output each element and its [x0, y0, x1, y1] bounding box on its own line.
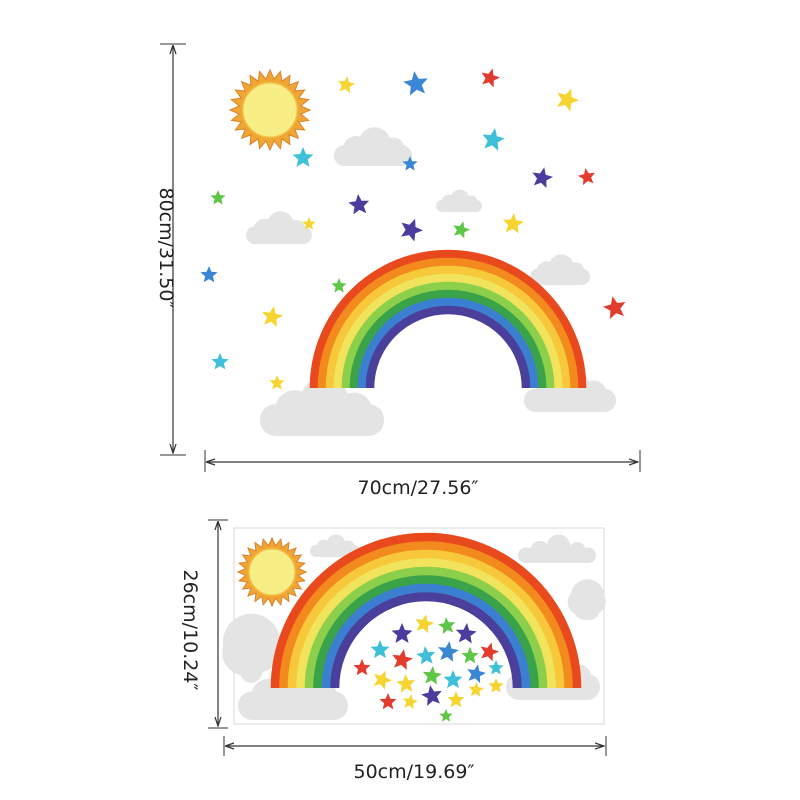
- rainbow-band: [365, 305, 531, 389]
- cloud-icon: [310, 534, 360, 557]
- rainbow-band: [296, 558, 556, 689]
- star-icon: [439, 709, 453, 722]
- star-icon: [502, 213, 524, 234]
- star-icon: [421, 685, 442, 706]
- rainbow-band: [349, 289, 547, 389]
- star-icon: [262, 306, 283, 327]
- small-decal: [222, 532, 606, 722]
- star-icon: [422, 666, 442, 685]
- star-icon: [481, 68, 500, 88]
- star-icon: [415, 614, 434, 634]
- star-icon: [348, 194, 370, 215]
- cloud-icon: [518, 534, 596, 563]
- large-decal: [200, 68, 626, 436]
- star-icon: [482, 128, 505, 151]
- rainbow-band: [325, 265, 571, 389]
- small-width-dimension: 50cm/19.69″: [223, 736, 607, 783]
- stars-top: [200, 68, 626, 390]
- star-icon: [269, 375, 285, 390]
- star-icon: [402, 156, 418, 171]
- star-icon: [391, 623, 413, 643]
- star-icon: [443, 670, 463, 689]
- star-icon: [461, 647, 479, 664]
- star-icon: [416, 646, 436, 665]
- star-icon: [402, 694, 418, 710]
- rainbow-band: [279, 541, 573, 689]
- star-icon: [302, 217, 316, 230]
- star-icon: [480, 642, 499, 662]
- star-icon: [438, 641, 459, 662]
- star-icon: [396, 674, 416, 693]
- star-icon: [200, 266, 218, 283]
- star-icon: [292, 147, 314, 167]
- star-icon: [331, 278, 347, 293]
- star-icon: [353, 659, 371, 676]
- rainbow-band: [357, 297, 539, 389]
- large-height-label: 80cm/31.50″: [155, 187, 177, 308]
- star-icon: [488, 660, 504, 675]
- large-width-label: 70cm/27.56″: [357, 477, 478, 499]
- rainbow-band: [317, 257, 579, 389]
- cloud-icon: [260, 376, 384, 436]
- star-icon: [401, 218, 423, 242]
- rainbow-band: [304, 566, 548, 689]
- large-width-dimension: 70cm/27.56″: [204, 450, 641, 499]
- cloud-icon: [530, 254, 590, 285]
- star-icon: [370, 640, 390, 659]
- cloud-icon: [436, 189, 482, 212]
- cloud-icon: [246, 211, 312, 244]
- rainbow-icon: [270, 532, 582, 689]
- star-icon: [578, 168, 595, 186]
- star-icon: [488, 678, 504, 693]
- stars-sheet: [353, 614, 504, 722]
- star-icon: [467, 664, 486, 684]
- small-width-label: 50cm/19.69″: [353, 761, 474, 783]
- sun-icon: [236, 536, 308, 608]
- star-icon: [603, 296, 626, 319]
- rainbow-band: [321, 583, 531, 689]
- rainbow-band: [270, 532, 582, 689]
- star-icon: [532, 167, 553, 189]
- large-height-dimension: 80cm/31.50″: [155, 43, 186, 456]
- star-icon: [211, 353, 229, 370]
- star-icon: [338, 76, 355, 94]
- rainbow-band: [309, 249, 587, 389]
- small-height-label: 26cm/10.24″: [179, 569, 201, 690]
- rainbow-band: [333, 273, 563, 389]
- star-icon: [373, 670, 392, 690]
- cloud-icon: [222, 613, 281, 683]
- sun-icon: [228, 68, 312, 152]
- clouds-top: [246, 127, 616, 436]
- star-icon: [438, 617, 456, 634]
- star-icon: [455, 623, 477, 644]
- small-height-dimension: 26cm/10.24″: [179, 519, 228, 729]
- rainbow-band: [287, 549, 565, 689]
- star-icon: [468, 682, 484, 697]
- star-icon: [210, 190, 226, 205]
- rainbow-band: [313, 575, 539, 689]
- cloud-icon: [334, 127, 412, 166]
- rainbow-band: [330, 592, 522, 689]
- star-icon: [557, 88, 579, 112]
- star-icon: [447, 691, 465, 708]
- star-icon: [453, 221, 471, 239]
- star-icon: [379, 693, 397, 710]
- rainbow-icon: [309, 249, 587, 389]
- star-icon: [403, 71, 428, 96]
- rainbow-band: [341, 281, 555, 389]
- star-icon: [392, 649, 413, 670]
- cloud-icon: [567, 579, 606, 620]
